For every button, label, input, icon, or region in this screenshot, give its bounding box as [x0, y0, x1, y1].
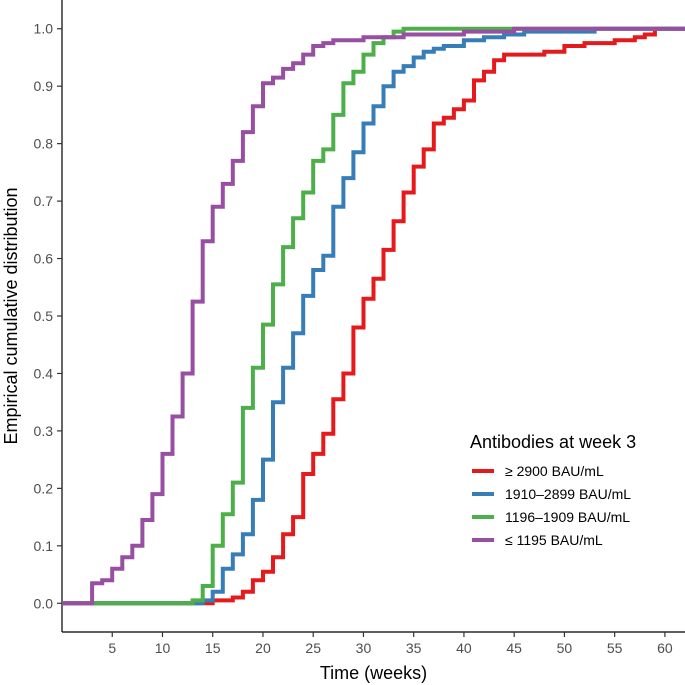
y-tick-label: 1.0: [34, 21, 54, 37]
legend: Antibodies at week 3 ≥ 2900 BAU/mL 1910–2…: [470, 432, 636, 548]
x-tick-label: 20: [255, 640, 271, 656]
y-tick-label: 0.9: [34, 78, 54, 94]
y-axis-title: Empirical cumulative distribution: [1, 187, 21, 444]
x-tick-label: 50: [557, 640, 573, 656]
x-tick-label: 10: [155, 640, 171, 656]
legend-label: ≥ 2900 BAU/mL: [505, 463, 604, 479]
y-tick-label: 0.2: [34, 480, 54, 496]
x-tick-label: 35: [406, 640, 422, 656]
legend-title: Antibodies at week 3: [470, 432, 636, 452]
series-line-4: [62, 26, 685, 606]
x-tick-label: 45: [506, 640, 522, 656]
x-tick-label: 55: [607, 640, 623, 656]
y-tick-label: 0.1: [34, 538, 54, 554]
x-tick-label: 5: [108, 640, 116, 656]
y-tick-label: 0.8: [34, 136, 54, 152]
series-line-1: [62, 26, 685, 606]
series-lines: [62, 26, 685, 606]
x-tick-label: 60: [657, 640, 673, 656]
x-tick-label: 15: [205, 640, 221, 656]
y-tick-label: 0.0: [34, 595, 54, 611]
y-tick-label: 0.3: [34, 423, 54, 439]
y-tick-label: 0.4: [34, 365, 54, 381]
legend-label: 1196–1909 BAU/mL: [505, 509, 630, 525]
legend-label: 1910–2899 BAU/mL: [505, 486, 631, 502]
x-axis-title: Time (weeks): [320, 663, 427, 683]
x-tick-label: 30: [356, 640, 372, 656]
series-line-2: [62, 26, 685, 606]
y-axis-ticks: 0.0 0.1 0.2 0.3 0.4 0.5 0.6 0.7 0.8 0.9 1.0: [34, 21, 62, 611]
series-line-3: [62, 26, 685, 606]
x-tick-label: 40: [456, 640, 472, 656]
x-axis-ticks: 5 10 15 20 25 30 35 40 45 50 55 60: [108, 632, 673, 656]
x-tick-label: 25: [305, 640, 321, 656]
legend-label: ≤ 1195 BAU/mL: [505, 532, 603, 548]
y-tick-label: 0.6: [34, 251, 54, 267]
y-tick-label: 0.5: [34, 308, 54, 324]
legend-items: ≥ 2900 BAU/mL 1910–2899 BAU/mL 1196–1909 B…: [472, 463, 631, 548]
y-tick-label: 0.7: [34, 193, 54, 209]
